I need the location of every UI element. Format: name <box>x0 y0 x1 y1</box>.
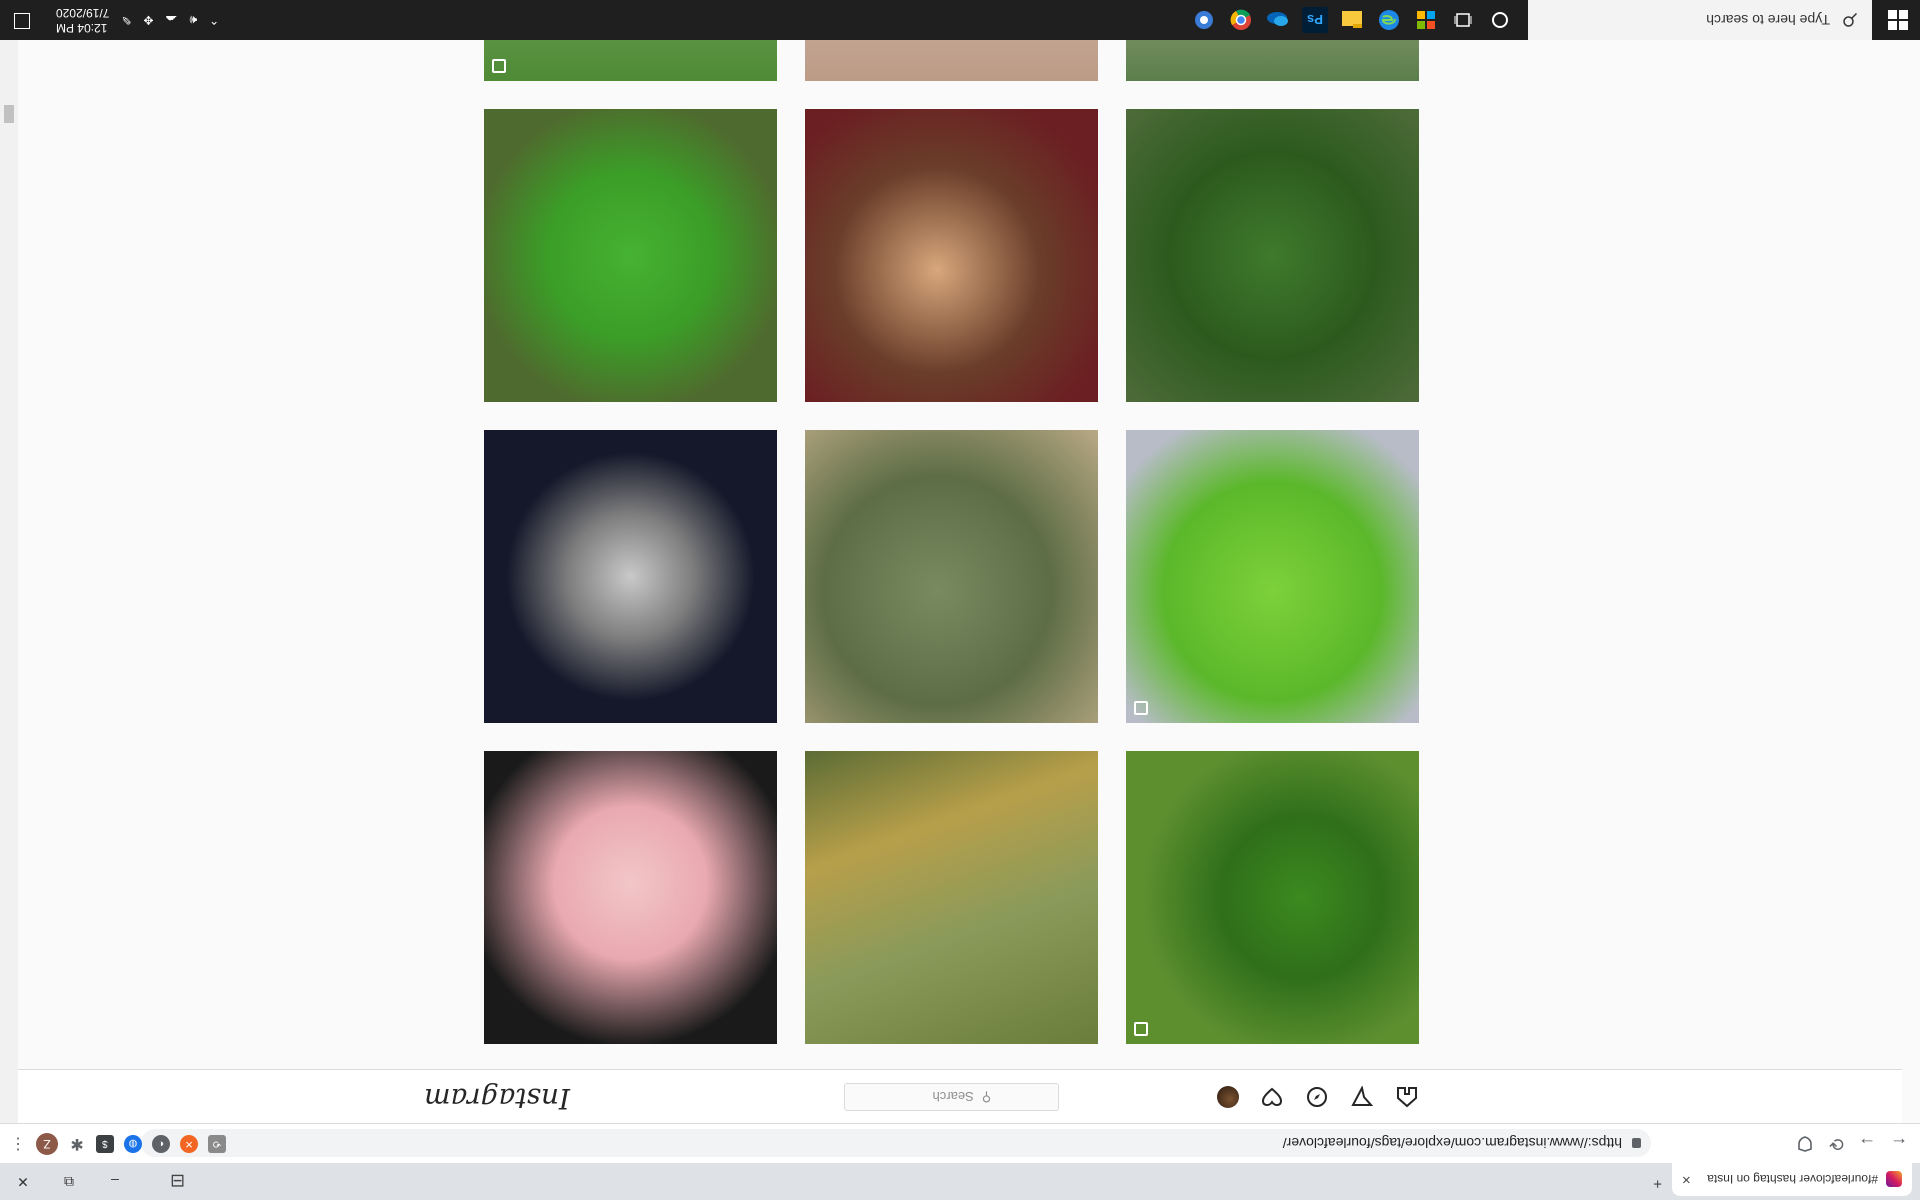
menu-icon[interactable]: ⋮ <box>10 1135 26 1152</box>
direct-icon[interactable] <box>1350 1085 1374 1109</box>
post-tile[interactable] <box>484 109 777 402</box>
browser-toolbar: ← → ⟳ https://www.instagram.com/explore/… <box>0 1123 1920 1163</box>
instagram-nav <box>1217 1085 1419 1109</box>
post-tile[interactable] <box>1126 751 1419 1044</box>
reload-button[interactable]: ⟳ <box>1828 1134 1844 1154</box>
search-input[interactable] <box>911 1088 976 1106</box>
windows-logo-icon <box>1899 10 1908 19</box>
extension-circle-icon[interactable]: ◐ <box>152 1135 170 1153</box>
windows-logo-icon <box>1888 10 1897 19</box>
instagram-favicon-icon <box>1886 1171 1902 1188</box>
extension-blue-icon[interactable]: ◍ <box>124 1135 142 1153</box>
store-icon[interactable] <box>1410 4 1442 36</box>
multi-post-icon <box>1134 1022 1148 1036</box>
dropbox-icon[interactable]: ✥ <box>143 13 154 27</box>
windows-logo-icon <box>1888 21 1897 30</box>
windows-logo-icon <box>1899 21 1908 30</box>
clock-date: 7/19/2020 <box>56 6 110 20</box>
post-tile[interactable] <box>805 751 1098 1044</box>
notification-icon[interactable] <box>14 13 30 29</box>
file-explorer-icon[interactable] <box>1336 4 1368 36</box>
page-scrollbar[interactable] <box>0 40 18 1123</box>
taskbar-apps: Ps <box>1188 4 1516 36</box>
shield-icon[interactable] <box>1798 1131 1812 1152</box>
cloud-icon[interactable]: ☁︎ <box>165 13 178 27</box>
new-tab-button[interactable]: + <box>1653 1175 1662 1192</box>
clock[interactable]: 12:04 PM 7/19/2020 <box>56 5 109 35</box>
search-box[interactable]: ⚲ <box>844 1083 1059 1111</box>
home-icon[interactable] <box>1395 1085 1419 1109</box>
browser-tabstrip: #fourleafclover hashtag on Insta × + ⊟ –… <box>0 1163 1920 1200</box>
post-tile[interactable] <box>1126 430 1419 723</box>
minimize-button[interactable]: – <box>111 1173 119 1190</box>
post-tile[interactable] <box>805 430 1098 723</box>
post-tile[interactable] <box>805 40 1098 81</box>
taskbar-search-input[interactable] <box>1568 11 1832 29</box>
search-icon: ⚲ <box>981 1090 992 1105</box>
extension-orange-icon[interactable]: ✕ <box>180 1135 198 1153</box>
clock-time: 12:04 PM <box>56 21 108 35</box>
scrollbar-thumb[interactable] <box>4 105 14 123</box>
extension-grey-icon[interactable]: ⟲ <box>208 1135 226 1153</box>
browser-tab[interactable]: #fourleafclover hashtag on Insta × <box>1672 1163 1912 1196</box>
pen-icon[interactable]: ✎ <box>121 13 132 27</box>
url-text[interactable]: https://www.instagram.com/explore/tags/f… <box>1282 1135 1622 1151</box>
onedrive-icon[interactable] <box>1262 4 1294 36</box>
chevron-up-icon[interactable]: ⌃ <box>209 13 220 27</box>
post-tile[interactable] <box>805 109 1098 402</box>
forward-button[interactable]: → <box>1858 1134 1876 1154</box>
start-button[interactable] <box>1888 10 1908 30</box>
multi-post-icon <box>1134 701 1148 715</box>
post-tile[interactable] <box>484 430 777 723</box>
instagram-header: Instagram ⚲ <box>18 1069 1902 1123</box>
photoshop-icon[interactable]: Ps <box>1302 7 1328 33</box>
post-grid <box>484 40 1419 1044</box>
explore-icon[interactable] <box>1305 1085 1329 1109</box>
system-tray: ⌃ 🔊︎ ☁︎ ✥ ✎ 12:04 PM 7/19/2020 <box>56 0 219 40</box>
tab-close-icon[interactable]: × <box>1682 1171 1691 1188</box>
activity-icon[interactable] <box>1260 1085 1284 1109</box>
puzzle-icon[interactable]: ✱ <box>70 1135 84 1152</box>
edge-icon[interactable] <box>1373 4 1405 36</box>
extension-icons: ⟲ ✕ ◐ ◍ $ ✱ Z ⋮ <box>10 1133 226 1155</box>
restore-button[interactable]: ⧉ <box>64 1174 74 1190</box>
tab-title: #fourleafclover hashtag on Insta <box>1707 1172 1878 1187</box>
tab-layout-icon[interactable]: ⊟ <box>170 1171 186 1191</box>
taskbar-search[interactable] <box>1528 0 1872 40</box>
extension-dollar-icon[interactable]: $ <box>96 1135 114 1153</box>
window-controls: – ⧉ ✕ <box>0 1163 138 1200</box>
lock-icon <box>1632 1138 1641 1148</box>
profile-avatar-icon[interactable] <box>1217 1086 1239 1108</box>
post-tile[interactable] <box>1126 40 1419 81</box>
instagram-page: Instagram ⚲ <box>18 40 1902 1123</box>
post-tile[interactable] <box>484 751 777 1044</box>
post-tile[interactable] <box>484 40 777 81</box>
settings-icon[interactable] <box>1188 4 1220 36</box>
search-icon <box>1843 12 1858 27</box>
volume-icon[interactable]: 🔊︎ <box>189 13 198 28</box>
task-view-icon[interactable] <box>1447 4 1479 36</box>
cortana-icon[interactable] <box>1484 4 1516 36</box>
close-window-button[interactable]: ✕ <box>17 1174 29 1190</box>
windows-taskbar: Ps ⌃ 🔊︎ ☁︎ ✥ ✎ 12:04 PM 7/19/2020 <box>0 0 1920 40</box>
profile-avatar[interactable]: Z <box>36 1133 58 1155</box>
multi-post-icon <box>492 59 506 73</box>
post-tile[interactable] <box>1126 109 1419 402</box>
chrome-icon[interactable] <box>1225 4 1257 36</box>
address-bar[interactable]: https://www.instagram.com/explore/tags/f… <box>141 1129 1651 1157</box>
instagram-logo[interactable]: Instagram <box>424 1082 570 1115</box>
back-button[interactable]: ← <box>1890 1134 1908 1154</box>
